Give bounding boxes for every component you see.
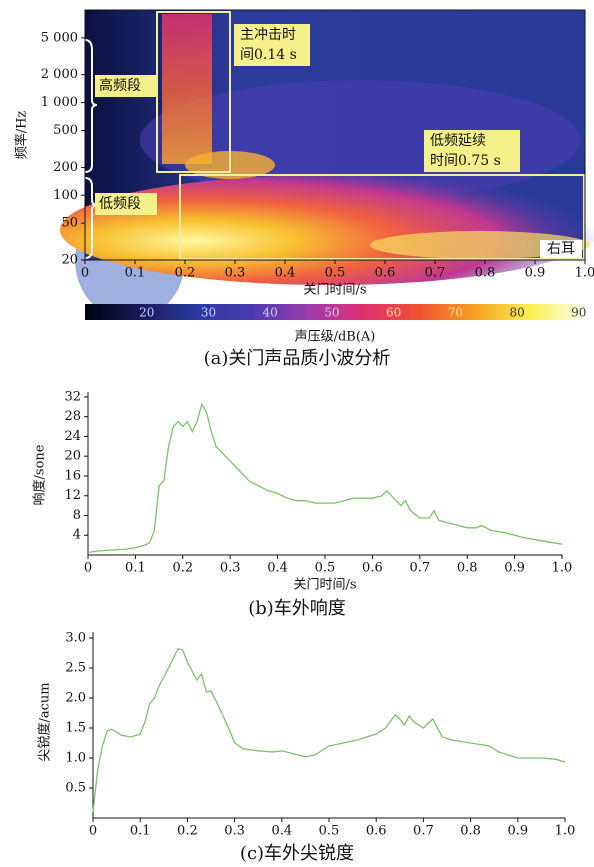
x-tick-label: 0.8 [457, 561, 478, 576]
y-tick-label: 1 000 [41, 95, 78, 110]
x-tick-label: 0.2 [175, 266, 196, 281]
y-tick-label: 2.5 [65, 661, 86, 676]
y-tick-label: 500 [53, 123, 78, 138]
x-tick-label: 0.1 [130, 824, 151, 839]
y-tick-label: 100 [53, 188, 78, 203]
x-tick-label: 0.8 [475, 266, 496, 281]
x-tick-label: 0.5 [315, 561, 336, 576]
x-tick-label: 0.2 [172, 561, 193, 576]
y-tick-label: 4 [73, 528, 81, 543]
x-tick-label: 0.5 [325, 266, 346, 281]
y-tick-label: 2 000 [41, 67, 78, 82]
data-line [92, 648, 566, 813]
x-tick-label: 0.9 [525, 266, 546, 281]
colorbar-tick-label: 60 [386, 306, 401, 320]
y-tick-label: 5 000 [41, 30, 78, 45]
colorbar-tick-label: 50 [324, 306, 339, 320]
y-tick-label: 8 [73, 508, 81, 523]
y-tick-label: 28 [64, 409, 81, 424]
x-tick-label: 0.8 [460, 824, 481, 839]
x-axis-label: 关门时间/s [293, 578, 356, 593]
y-axis-label: 尖锐度/acum [37, 682, 53, 761]
annotation: 高频段 [99, 77, 141, 94]
x-axis-label: 关门时间/s [303, 283, 366, 298]
x-tick-label: 0.9 [507, 824, 528, 839]
x-tick-label: 0.3 [224, 824, 245, 839]
x-tick-label: 0.3 [225, 266, 246, 281]
annotation: 间0.14 s [240, 47, 297, 63]
x-tick-label: 0.6 [362, 561, 383, 576]
y-tick-label: 200 [53, 160, 78, 175]
y-tick-label: 1.0 [65, 751, 86, 766]
x-tick-label: 1.0 [575, 266, 594, 281]
x-tick-label: 0.6 [366, 824, 387, 839]
x-tick-label: 0.3 [220, 561, 241, 576]
x-tick-label: 0 [89, 824, 97, 839]
caption: (b)车外响度 [248, 598, 346, 619]
x-tick-label: 0.4 [271, 824, 292, 839]
x-tick-label: 0.7 [425, 266, 446, 281]
data-line [87, 402, 563, 554]
x-tick-label: 0.1 [125, 266, 146, 281]
x-tick-label: 0.9 [504, 561, 525, 576]
colorbar-tick-label: 70 [448, 306, 463, 320]
y-tick-label: 3.0 [65, 631, 86, 646]
x-tick-label: 0 [81, 266, 89, 281]
annotation: 低频段 [99, 196, 141, 212]
caption: (c)车外尖锐度 [240, 843, 354, 864]
x-tick-label: 0.4 [275, 266, 296, 281]
y-tick-label: 16 [64, 468, 81, 483]
x-tick-label: 0.7 [409, 561, 430, 576]
y-tick-label: 24 [64, 429, 81, 444]
x-tick-label: 0.1 [125, 561, 146, 576]
colorbar [85, 304, 585, 320]
colorbar-tick-label: 40 [263, 306, 278, 320]
x-tick-label: 0 [84, 561, 92, 576]
colorbar-tick-label: 30 [201, 306, 216, 320]
x-tick-label: 0.5 [319, 824, 340, 839]
x-tick-label: 1.0 [552, 561, 573, 576]
y-axis-label: 频率/Hz [14, 111, 30, 160]
plot-frame [84, 9, 586, 261]
x-tick-label: 0.2 [177, 824, 198, 839]
y-tick-label: 12 [64, 488, 81, 503]
y-tick-label: 1.5 [65, 721, 86, 736]
y-tick-label: 20 [61, 253, 78, 268]
y-axis-label: 响度/sone [32, 444, 48, 505]
colorbar-tick-label: 90 [571, 306, 586, 320]
annotation-labels: 主冲击时 间0.14 s 低频延续 时间0.75 s 高频段 低频段 右耳 [95, 24, 582, 258]
annotation: 时间0.75 s [430, 153, 501, 169]
y-tick-label: 20 [64, 449, 81, 464]
x-tick-label: 1.0 [555, 824, 576, 839]
x-tick-label: 0.4 [267, 561, 288, 576]
x-tick-label: 0.6 [375, 266, 396, 281]
y-tick-label: 0.5 [65, 781, 86, 796]
y-tick-label: 2.0 [65, 691, 86, 706]
annotation: 主冲击时 [240, 27, 296, 43]
annotation: 低频延续 [430, 132, 486, 149]
annotation: 右耳 [547, 241, 575, 257]
y-tick-label: 32 [64, 389, 81, 404]
caption: (a)关门声品质小波分析 [204, 348, 391, 369]
colorbar-label: 声压级/dB(A) [295, 330, 376, 345]
x-tick-label: 0.7 [413, 824, 434, 839]
y-tick-label: 50 [61, 216, 78, 231]
colorbar-tick-label: 20 [139, 306, 154, 320]
colorbar-tick-label: 80 [509, 306, 524, 320]
